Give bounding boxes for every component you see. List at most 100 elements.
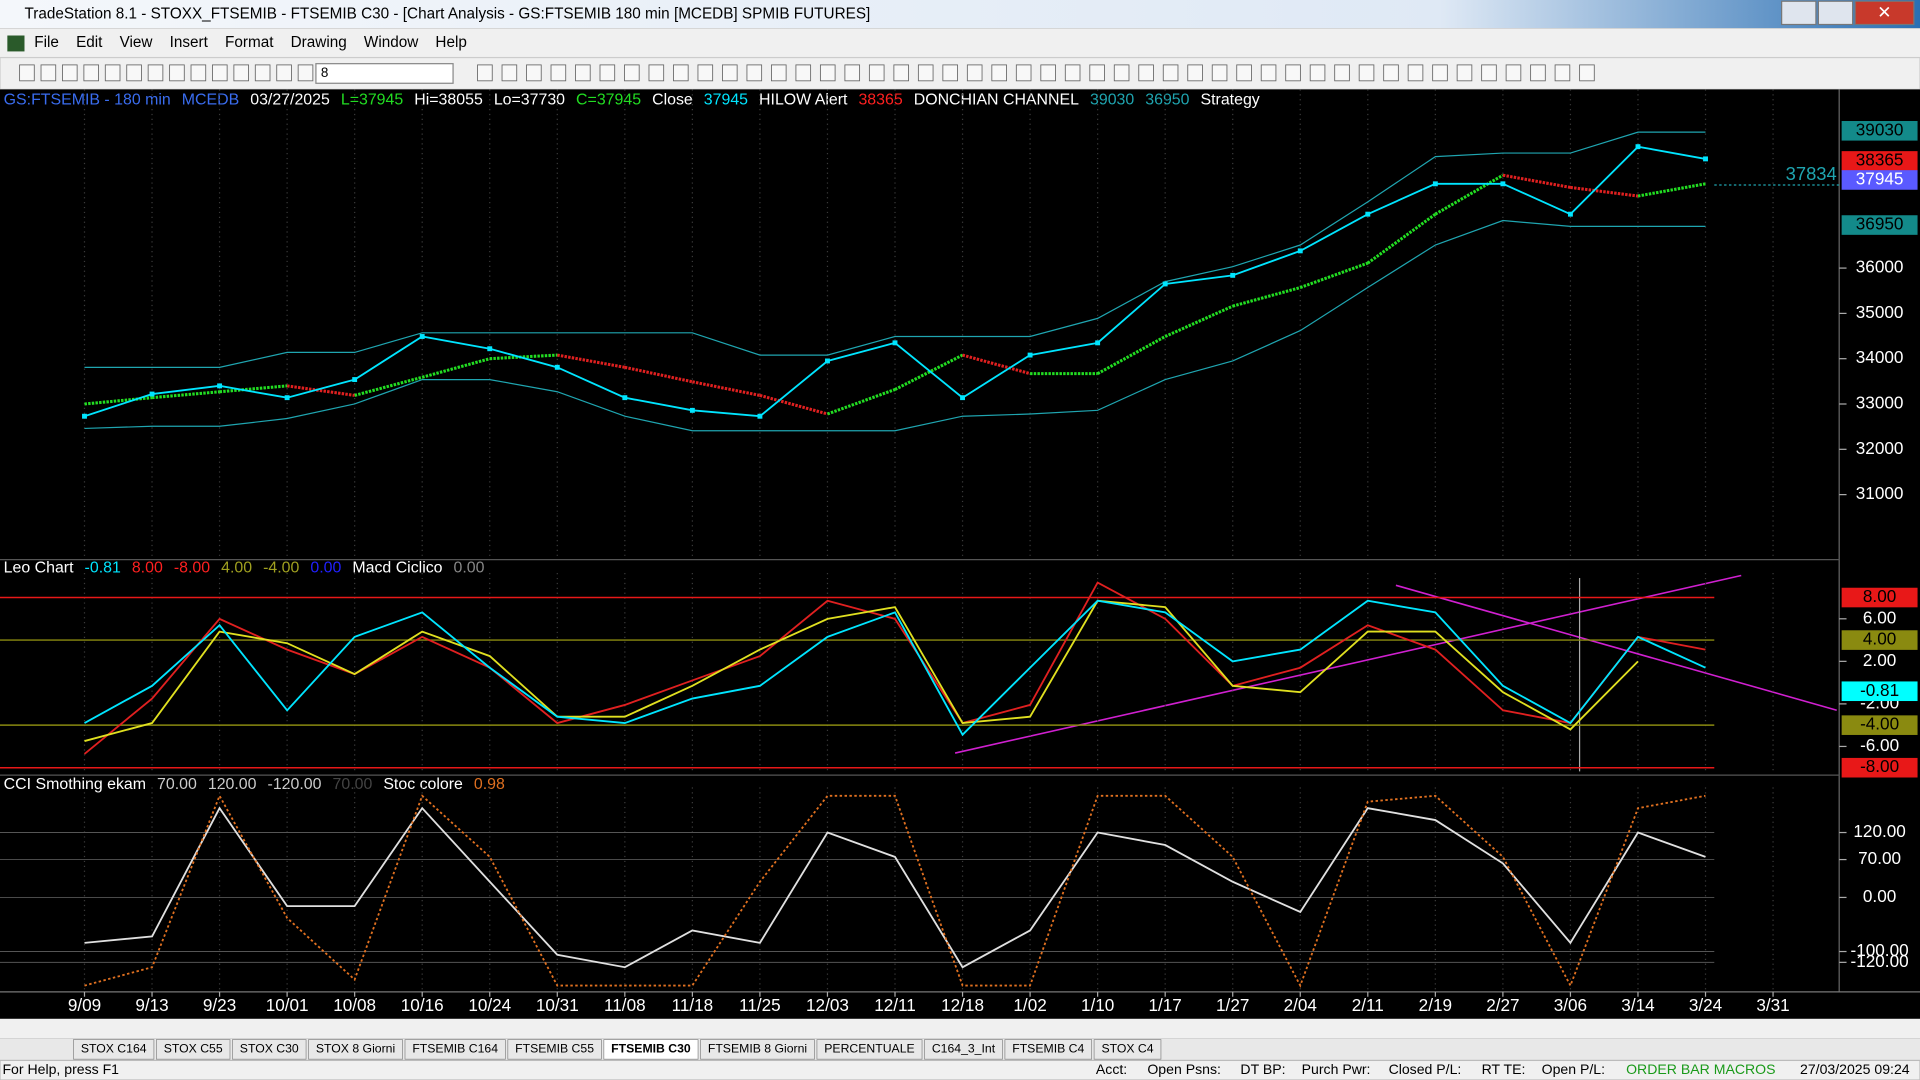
toolbar-icon[interactable]: [771, 64, 787, 82]
maximize-button[interactable]: [1817, 0, 1854, 26]
sheet-tab[interactable]: FTSEMIB C164: [412, 1042, 498, 1056]
sheet-tab-frame[interactable]: [603, 1039, 699, 1060]
sheet-tab[interactable]: FTSEMIB C55: [515, 1042, 594, 1056]
sheet-tab-frame[interactable]: [507, 1039, 602, 1060]
toolbar-icon[interactable]: [1505, 64, 1522, 82]
toolbar-icon[interactable]: [1040, 64, 1056, 82]
toolbar-icon[interactable]: [1383, 64, 1399, 82]
scroll-bar[interactable]: [0, 1018, 1920, 1039]
sheet-tab-frame[interactable]: [700, 1039, 815, 1060]
toolbar-icon[interactable]: [83, 64, 99, 82]
menu-item[interactable]: Window: [364, 34, 419, 51]
toolbar-icon[interactable]: [276, 64, 292, 82]
toolbar-icon[interactable]: [1089, 64, 1105, 82]
toolbar-icon[interactable]: [1260, 64, 1277, 82]
toolbar-icon[interactable]: [1407, 64, 1424, 82]
menu-item[interactable]: Format: [225, 34, 274, 51]
toolbar-icon[interactable]: [648, 64, 665, 82]
sheet-tab[interactable]: STOX C164: [81, 1042, 147, 1056]
sheet-tab-frame[interactable]: [404, 1039, 506, 1060]
sheet-tab[interactable]: STOX C55: [164, 1042, 223, 1056]
toolbar-icon[interactable]: [297, 64, 314, 82]
toolbar-icon[interactable]: [575, 64, 591, 82]
sheet-tab-frame[interactable]: [924, 1039, 1003, 1060]
toolbar-icon[interactable]: [1309, 64, 1326, 82]
pane-header-text: 38365: [858, 92, 902, 109]
toolbar-icon[interactable]: [1432, 64, 1448, 82]
symbol-box[interactable]: [315, 63, 454, 84]
toolbar-icon[interactable]: [624, 64, 640, 82]
toolbar-icon[interactable]: [254, 64, 271, 82]
sheet-tab[interactable]: STOX 8 Giorni: [316, 1042, 395, 1056]
toolbar-icon[interactable]: [104, 64, 121, 82]
toolbar-icon[interactable]: [126, 64, 142, 82]
toolbar-icon[interactable]: [1113, 64, 1130, 82]
toolbar-icon[interactable]: [844, 64, 861, 82]
toolbar-icon[interactable]: [795, 64, 812, 82]
menu-item[interactable]: View: [120, 34, 154, 51]
axis-value-label: -0.81: [1860, 680, 1899, 700]
toolbar-icon[interactable]: [1358, 64, 1375, 82]
toolbar-icon[interactable]: [1554, 64, 1571, 82]
y-tick-label: -100.00: [1851, 940, 1909, 960]
toolbar-icon[interactable]: [1064, 64, 1081, 82]
toolbar-icon[interactable]: [190, 64, 207, 82]
menu-item[interactable]: Insert: [170, 34, 209, 51]
sheet-tab[interactable]: STOX C4: [1101, 1042, 1153, 1056]
toolbar-icon[interactable]: [819, 64, 836, 82]
sheet-tab-frame[interactable]: [155, 1039, 231, 1060]
toolbar-icon[interactable]: [966, 64, 983, 82]
close-button[interactable]: [1854, 0, 1915, 26]
toolbar-icon[interactable]: [1285, 64, 1301, 82]
minimize-button[interactable]: [1781, 0, 1817, 26]
toolbar-icon[interactable]: [673, 64, 689, 82]
toolbar-icon[interactable]: [62, 64, 78, 82]
toolbar-icon[interactable]: [1481, 64, 1497, 82]
toolbar-icon[interactable]: [917, 64, 934, 82]
toolbar-icon[interactable]: [1187, 64, 1203, 82]
sheet-tab[interactable]: FTSEMIB C30: [611, 1042, 691, 1056]
toolbar-icon[interactable]: [893, 64, 910, 82]
sheet-tab[interactable]: PERCENTUALE: [824, 1042, 914, 1056]
toolbar-icon[interactable]: [40, 64, 57, 82]
menu-item[interactable]: Edit: [76, 34, 103, 51]
toolbar-icon[interactable]: [1334, 64, 1350, 82]
menu-item[interactable]: File: [34, 34, 59, 51]
toolbar-icon[interactable]: [722, 64, 738, 82]
toolbar-icon[interactable]: [599, 64, 616, 82]
sheet-tab[interactable]: FTSEMIB C4: [1012, 1042, 1084, 1056]
toolbar-icon[interactable]: [697, 64, 714, 82]
menu-item[interactable]: Drawing: [291, 34, 347, 51]
toolbar-icon[interactable]: [1236, 64, 1252, 82]
sheet-tab-frame[interactable]: [308, 1039, 403, 1060]
sheet-tab-frame[interactable]: [232, 1039, 307, 1060]
toolbar-icon[interactable]: [1138, 64, 1154, 82]
toolbar-icon[interactable]: [1456, 64, 1473, 82]
sheet-tab-frame[interactable]: [816, 1039, 923, 1060]
toolbar-icon[interactable]: [19, 64, 35, 82]
toolbar-icon[interactable]: [1530, 64, 1546, 82]
sheet-tab[interactable]: FTSEMIB 8 Giorni: [708, 1042, 807, 1056]
toolbar-icon[interactable]: [147, 64, 164, 82]
toolbar-icon[interactable]: [477, 64, 493, 82]
toolbar-icon[interactable]: [1015, 64, 1032, 82]
toolbar-icon[interactable]: [526, 64, 542, 82]
toolbar-icon[interactable]: [746, 64, 763, 82]
toolbar-icon[interactable]: [1579, 64, 1595, 82]
menu-item[interactable]: Help: [435, 34, 466, 51]
toolbar-icon[interactable]: [233, 64, 249, 82]
sheet-tab-frame[interactable]: [1093, 1039, 1162, 1060]
toolbar-icon[interactable]: [169, 64, 185, 82]
sheet-tab[interactable]: C164_3_Int: [932, 1042, 996, 1056]
toolbar-icon[interactable]: [550, 64, 567, 82]
toolbar-icon[interactable]: [501, 64, 518, 82]
toolbar-icon[interactable]: [1211, 64, 1228, 82]
toolbar-icon[interactable]: [212, 64, 228, 82]
toolbar-icon[interactable]: [991, 64, 1007, 82]
sheet-tab[interactable]: STOX C30: [240, 1042, 299, 1056]
sheet-tab-frame[interactable]: [1004, 1039, 1093, 1060]
toolbar-icon[interactable]: [1162, 64, 1179, 82]
toolbar-icon[interactable]: [868, 64, 885, 82]
toolbar-icon[interactable]: [942, 64, 958, 82]
sheet-tab-frame[interactable]: [73, 1039, 155, 1060]
